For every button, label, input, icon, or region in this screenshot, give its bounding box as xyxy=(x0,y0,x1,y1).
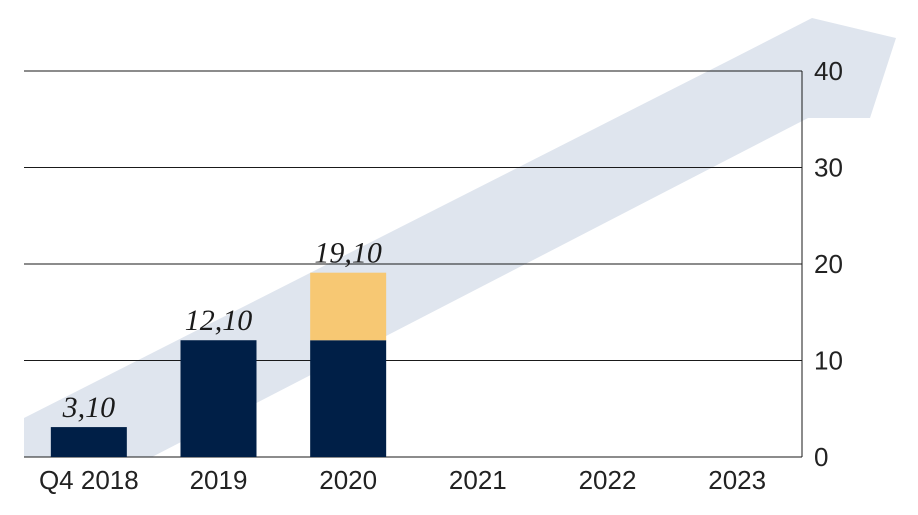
bar-segment-1 xyxy=(50,427,127,457)
bar-segment-1 xyxy=(180,340,257,457)
x-tick-label: 2019 xyxy=(190,465,248,495)
data-label: 19,10 xyxy=(314,237,382,270)
x-tick-label: 2022 xyxy=(579,465,637,495)
y-tick-label: 20 xyxy=(814,249,843,279)
y-tick-label: 10 xyxy=(814,346,843,376)
x-tick-label: 2021 xyxy=(449,465,507,495)
x-tick-label: Q4 2018 xyxy=(39,465,139,495)
data-labels: 3,10 12,10 19,10 xyxy=(62,237,382,424)
x-tick-labels: Q4 2018 2019 2020 2021 2022 2023 xyxy=(39,465,766,495)
x-tick-label: 2023 xyxy=(708,465,766,495)
y-tick-labels: 0 10 20 30 40 xyxy=(814,56,843,472)
data-label: 12,10 xyxy=(185,304,253,337)
growth-arrow-background xyxy=(24,18,896,457)
gridlines xyxy=(24,70,802,458)
bar-segment-1 xyxy=(310,340,387,457)
y-tick-label: 40 xyxy=(814,56,843,86)
data-label: 3,10 xyxy=(62,391,116,424)
x-tick-label: 2020 xyxy=(319,465,377,495)
bar-segment-2 xyxy=(310,272,387,341)
y-tick-label: 0 xyxy=(814,442,828,472)
bars xyxy=(50,272,387,457)
y-tick-label: 30 xyxy=(814,153,843,183)
